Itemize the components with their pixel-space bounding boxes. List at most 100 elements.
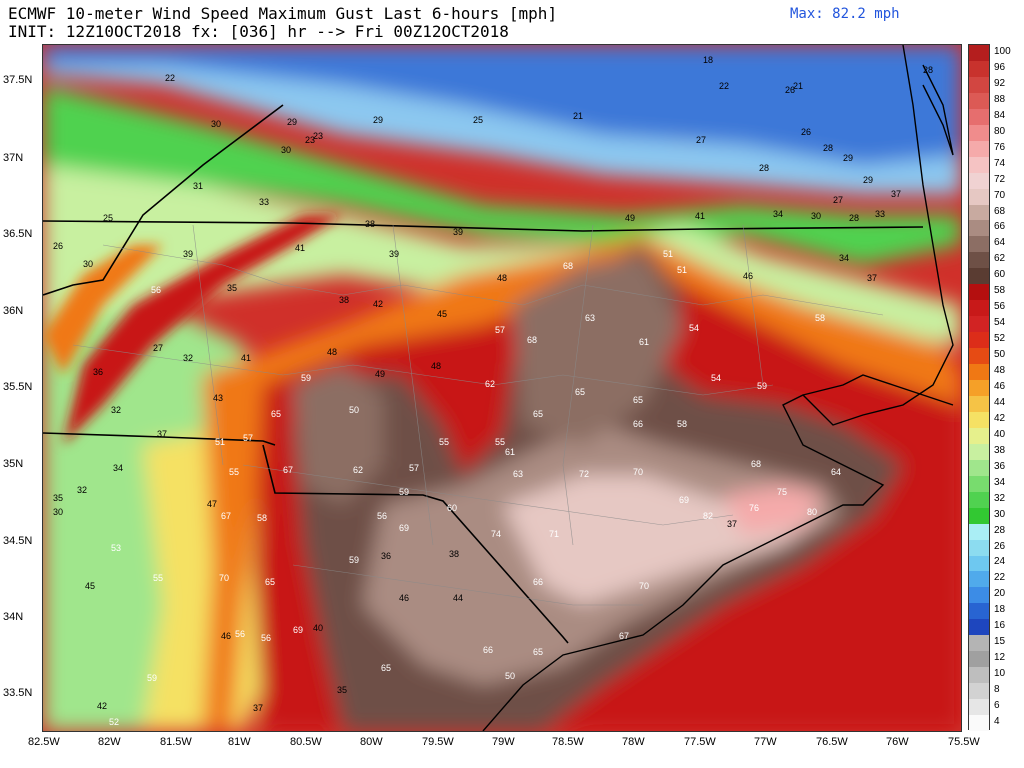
wind-value-label: 66 xyxy=(633,419,643,429)
wind-value-label: 27 xyxy=(833,195,843,205)
color-scale-label: 50 xyxy=(994,349,1006,361)
wind-value-label: 30 xyxy=(811,211,821,221)
color-scale-label: 100 xyxy=(994,45,1011,57)
color-scale-cell xyxy=(969,92,989,109)
wind-value-label: 54 xyxy=(711,373,721,383)
wind-value-label: 44 xyxy=(453,593,463,603)
wind-value-label: 34 xyxy=(773,209,783,219)
lat-label: 36N xyxy=(3,305,24,317)
color-scale-label: 62 xyxy=(994,253,1006,265)
color-scale-label: 6 xyxy=(994,700,1000,712)
wind-value-label: 28 xyxy=(923,65,933,75)
wind-value-label: 42 xyxy=(97,701,107,711)
color-scale-cell xyxy=(969,395,989,412)
wind-value-label: 42 xyxy=(373,299,383,309)
lat-label: 33.5N xyxy=(3,687,33,699)
wind-value-label: 71 xyxy=(549,529,559,539)
color-scale-label: 16 xyxy=(994,620,1006,632)
wind-value-label: 33 xyxy=(259,197,269,207)
color-scale-label: 36 xyxy=(994,460,1006,472)
lat-label: 35N xyxy=(3,458,24,470)
lat-label: 34N xyxy=(3,611,24,623)
color-scale-label: 26 xyxy=(994,540,1006,552)
wind-value-label: 29 xyxy=(843,153,853,163)
wind-value-label: 65 xyxy=(533,409,543,419)
color-scale-label: 8 xyxy=(994,684,1000,696)
color-scale-cell xyxy=(969,667,989,684)
color-scale-cell xyxy=(969,76,989,93)
wind-value-label: 35 xyxy=(337,685,347,695)
color-scale-label: 92 xyxy=(994,77,1006,89)
color-scale-cell xyxy=(969,364,989,381)
color-scale-label: 32 xyxy=(994,492,1006,504)
lon-label: 82.5W xyxy=(28,736,60,748)
lon-label: 82W xyxy=(98,736,121,748)
color-scale-label: 74 xyxy=(994,157,1006,169)
wind-value-label: 50 xyxy=(349,405,359,415)
color-scale-label: 12 xyxy=(994,652,1006,664)
wind-value-label: 61 xyxy=(505,447,515,457)
color-scale-label: 44 xyxy=(994,396,1006,408)
color-scale-label: 28 xyxy=(994,524,1006,536)
lat-label: 37N xyxy=(3,152,24,164)
wind-value-label: 69 xyxy=(399,523,409,533)
color-scale-cell xyxy=(969,188,989,205)
color-scale-label: 48 xyxy=(994,365,1006,377)
wind-value-label: 41 xyxy=(241,353,251,363)
wind-value-label: 57 xyxy=(409,463,419,473)
color-scale-cell xyxy=(969,651,989,668)
wind-value-label: 69 xyxy=(679,495,689,505)
wind-value-label: 38 xyxy=(365,219,375,229)
color-scale-cell xyxy=(969,172,989,189)
color-scale-label: 10 xyxy=(994,668,1006,680)
wind-value-label: 70 xyxy=(633,467,643,477)
color-scale-cell xyxy=(969,204,989,221)
wind-value-label: 28 xyxy=(849,213,859,223)
wind-value-label: 56 xyxy=(261,633,271,643)
wind-value-label: 23 xyxy=(313,131,323,141)
lat-label: 35.5N xyxy=(3,381,33,393)
wind-value-label: 67 xyxy=(283,465,293,475)
wind-value-label: 41 xyxy=(295,243,305,253)
wind-value-label: 29 xyxy=(863,175,873,185)
wind-value-label: 49 xyxy=(375,369,385,379)
wind-value-label: 27 xyxy=(153,343,163,353)
va-nc-border xyxy=(43,220,924,232)
color-scale-label: 30 xyxy=(994,508,1006,520)
wind-value-label: 54 xyxy=(689,323,699,333)
wind-value-label: 34 xyxy=(839,253,849,263)
wind-value-label: 36 xyxy=(93,367,103,377)
wind-value-label: 38 xyxy=(449,549,459,559)
color-scale-label: 80 xyxy=(994,125,1006,137)
wind-value-label: 59 xyxy=(301,373,311,383)
wind-value-label: 30 xyxy=(83,259,93,269)
lon-label: 79W xyxy=(492,736,515,748)
state-boundaries xyxy=(43,104,924,644)
wind-field xyxy=(43,45,961,731)
wind-value-label: 37 xyxy=(867,273,877,283)
lat-label: 34.5N xyxy=(3,535,33,547)
wind-gust-map: 22 30 29 23 29 25 21 18 22 26 21 28 30 23 27 26 28 29 28 31… xyxy=(42,44,962,732)
color-scale-label: 40 xyxy=(994,428,1006,440)
wind-value-label: 52 xyxy=(109,717,119,727)
nc-sc-border xyxy=(262,444,569,644)
wind-value-label: 59 xyxy=(399,487,409,497)
wind-value-label: 41 xyxy=(695,211,705,221)
color-scale-label: 42 xyxy=(994,412,1006,424)
color-scale-label: 58 xyxy=(994,285,1006,297)
color-scale-cell xyxy=(969,411,989,428)
color-scale-label: 38 xyxy=(994,444,1006,456)
wind-value-label: 65 xyxy=(381,663,391,673)
wind-value-label: 21 xyxy=(793,81,803,91)
color-scale-cell xyxy=(969,45,989,61)
wind-value-label: 58 xyxy=(677,419,687,429)
wind-value-label: 66 xyxy=(483,645,493,655)
color-scale-label: 20 xyxy=(994,588,1006,600)
wind-value-label: 76 xyxy=(749,503,759,513)
color-scale-cell xyxy=(969,348,989,365)
wind-value-label: 59 xyxy=(757,381,767,391)
wind-value-label: 39 xyxy=(453,227,463,237)
color-scale-cell xyxy=(969,108,989,125)
wind-value-label: 25 xyxy=(103,213,113,223)
wind-value-label: 82 xyxy=(703,511,713,521)
